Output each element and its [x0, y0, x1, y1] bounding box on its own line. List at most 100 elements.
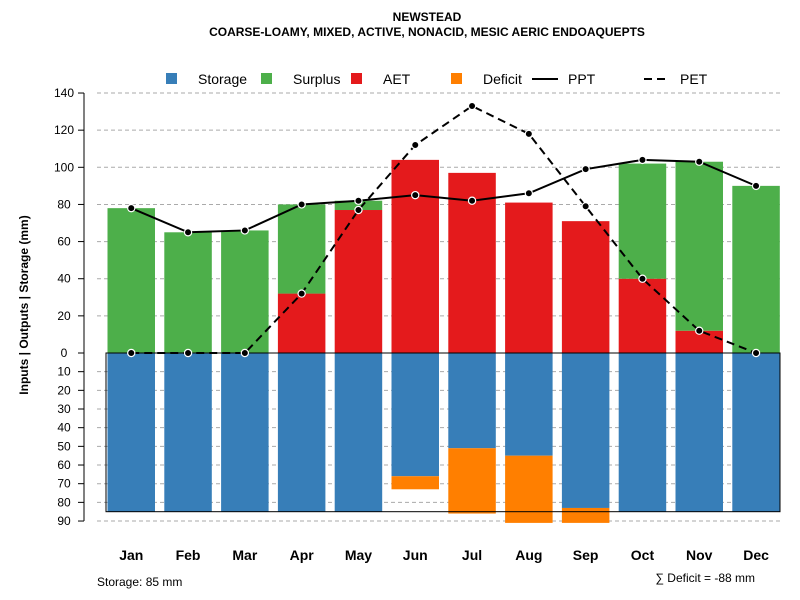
- surplus-bar-apr: [277, 204, 326, 294]
- y-tick-label-lower-20: 20: [57, 383, 71, 397]
- aet-bar-sep: [561, 221, 610, 353]
- storage-bar-nov: [675, 353, 723, 512]
- month-label-may: May: [345, 547, 372, 563]
- aet-bar-may: [334, 210, 383, 353]
- aet-bar-nov: [675, 330, 723, 353]
- y-axis: 0 20 40 60 80 100 120 140 10 20 30 40 50 60 70 80 90: [54, 86, 85, 528]
- ppt-point-mar: [240, 226, 250, 235]
- y-tick-label-upper-100: 100: [54, 160, 74, 174]
- pet-point-dec: [751, 348, 761, 358]
- pet-point-nov: [695, 326, 704, 335]
- month-label-aug: Aug: [515, 547, 542, 563]
- surplus-bar-mar: [221, 230, 269, 353]
- y-tick-label-lower-40: 40: [57, 421, 71, 435]
- y-tick-label-upper-80: 80: [57, 197, 71, 211]
- legend-swatch-aet: [351, 73, 362, 84]
- legend-swatch-deficit: [451, 73, 462, 84]
- deficit-bar-sep: [561, 507, 610, 523]
- month-label-mar: Mar: [232, 547, 257, 563]
- deficit-note: ∑ Deficit = -88 mm: [655, 571, 755, 585]
- y-axis-label: Inputs | Outputs | Storage (mm): [17, 215, 31, 394]
- month-label-oct: Oct: [631, 547, 655, 563]
- ppt-point-feb: [183, 228, 193, 237]
- chart-title: NEWSTEAD: [393, 10, 462, 24]
- month-label-dec: Dec: [743, 547, 769, 563]
- ppt-line: [130, 158, 757, 234]
- month-label-nov: Nov: [686, 547, 713, 563]
- month-label-sep: Sep: [573, 547, 599, 563]
- ppt-point-dec: [751, 181, 761, 191]
- legend-swatch-storage: [166, 73, 177, 84]
- y-tick-label-upper-40: 40: [57, 272, 71, 286]
- surplus-bar-feb: [164, 232, 212, 353]
- x-axis-labels: Jan Feb Mar Apr May Jun Jul Aug Sep Oct Nov Dec: [119, 547, 769, 563]
- y-tick-label-lower-60: 60: [57, 458, 71, 472]
- storage-bar-aug: [505, 353, 553, 456]
- y-tick-label-upper-0: 0: [61, 346, 68, 360]
- ppt-point-jun: [411, 190, 420, 200]
- pet-point-may: [354, 205, 363, 215]
- ppt-point-jul: [467, 196, 477, 205]
- pet-point-jan: [127, 348, 136, 358]
- surplus-bar-oct: [618, 163, 667, 279]
- bars: [105, 159, 781, 523]
- y-tick-label-lower-70: 70: [57, 477, 71, 491]
- surplus-bar-may: [334, 200, 383, 211]
- legend-label-pet: PET: [680, 71, 708, 87]
- deficit-bar-jun: [391, 476, 439, 490]
- ppt-point-sep: [581, 164, 590, 174]
- legend-label-deficit: Deficit: [483, 71, 522, 87]
- surplus-bar-dec: [732, 185, 780, 353]
- storage-bar-feb: [164, 353, 212, 512]
- month-label-apr: Apr: [290, 547, 315, 563]
- pet-point-jul: [467, 101, 477, 111]
- pet-line: [131, 104, 757, 354]
- pet-point-jun: [411, 140, 420, 150]
- legend-label-storage: Storage: [198, 71, 247, 87]
- pet-point-aug: [524, 129, 534, 139]
- storage-bar-jul: [448, 353, 496, 449]
- surplus-bar-nov: [675, 161, 723, 331]
- storage-bar-dec: [732, 353, 780, 512]
- ppt-point-aug: [524, 189, 534, 198]
- month-label-jan: Jan: [119, 547, 143, 563]
- month-label-jul: Jul: [462, 547, 482, 563]
- storage-bar-mar: [221, 353, 269, 512]
- y-tick-label-upper-140: 140: [54, 86, 74, 100]
- deficit-bar-aug: [505, 455, 553, 523]
- ppt-point-oct: [638, 155, 647, 165]
- storage-bar-oct: [618, 353, 667, 512]
- y-tick-label-lower-90: 90: [57, 514, 71, 528]
- legend-swatch-surplus: [261, 73, 272, 84]
- legend: Storage Surplus AET Deficit PPT PET: [166, 71, 708, 87]
- y-tick-label-lower-80: 80: [57, 495, 71, 509]
- pet-point-sep: [581, 202, 590, 211]
- aet-bar-aug: [505, 202, 553, 353]
- y-tick-label-upper-60: 60: [57, 235, 71, 249]
- lines: [127, 101, 761, 358]
- y-tick-label-upper-20: 20: [57, 309, 71, 323]
- aet-bar-oct: [618, 278, 667, 353]
- ppt-point-jan: [127, 203, 136, 213]
- chart-subtitle: COARSE-LOAMY, MIXED, ACTIVE, NONACID, ME…: [209, 25, 645, 39]
- deficit-bar-jul: [448, 448, 496, 514]
- y-tick-label-lower-10: 10: [57, 365, 71, 379]
- storage-bar-jun: [391, 353, 439, 477]
- storage-bar-may: [334, 353, 383, 512]
- ppt-point-apr: [297, 200, 306, 209]
- y-tick-label-upper-120: 120: [54, 123, 74, 137]
- surplus-bar-jan: [107, 208, 155, 353]
- y-tick-label-lower-30: 30: [57, 402, 71, 416]
- pet-point-mar: [240, 348, 250, 358]
- month-label-jun: Jun: [403, 547, 428, 563]
- aet-bar-apr: [277, 293, 326, 353]
- month-label-feb: Feb: [176, 547, 201, 563]
- legend-label-ppt: PPT: [568, 71, 596, 87]
- storage-note: Storage: 85 mm: [97, 575, 182, 589]
- pet-point-feb: [183, 348, 193, 358]
- legend-label-aet: AET: [383, 71, 411, 87]
- storage-bar-apr: [277, 353, 326, 512]
- aet-bar-jun: [391, 159, 439, 353]
- legend-label-surplus: Surplus: [293, 71, 340, 87]
